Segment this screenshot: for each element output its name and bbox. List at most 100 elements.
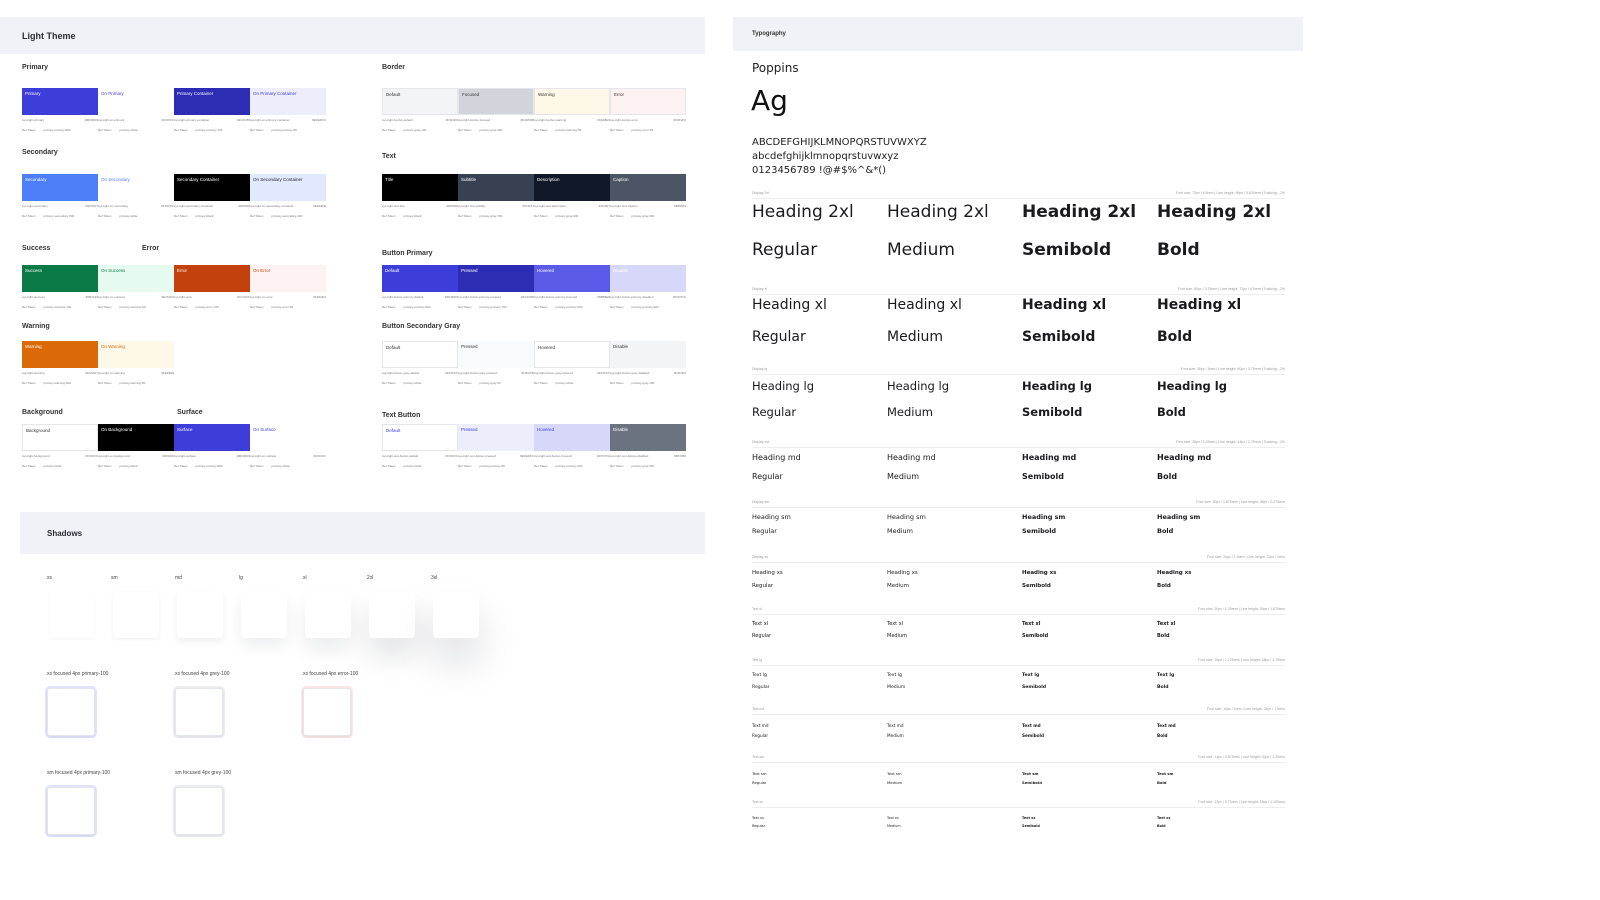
swatch-bp-default: Default — [382, 265, 458, 292]
ref-token-label: Ref Token — [610, 305, 624, 310]
type-sample-name: Heading lg — [752, 379, 815, 394]
swatch-on-surface: On Surface — [250, 424, 326, 451]
font-name: Poppins — [752, 61, 799, 75]
swatch-label: Default — [386, 92, 401, 97]
sys-token: sys-light-secondary — [22, 204, 48, 208]
ref-token-label: Ref Token — [98, 214, 112, 219]
ref-token-label: Ref Token — [250, 464, 264, 469]
type-sample-weight: Regular — [752, 239, 818, 260]
swatch-meta-on-background: sys-light-on-background #000000 Ref Token p… — [98, 454, 174, 468]
type-sample-name: Heading 2xl — [752, 201, 854, 222]
type-row-divider — [752, 614, 1285, 615]
type-sample-name: Heading md — [1022, 453, 1077, 463]
swatch-meta-on-secondary-container: sys-light-on-secondary-container #E1E9FE R… — [250, 204, 326, 218]
type-row-label: Text md — [752, 707, 765, 711]
swatch-tb-disable: Disable — [610, 424, 686, 451]
type-sample-name: Text sm — [887, 770, 902, 776]
focus-label: xs focused 4px primary-100 — [47, 671, 109, 677]
hex-value: #6B7280 — [673, 454, 686, 458]
glyph-uppercase: ABCDEFGHIJKLMNOPQRSTUVWXYZ — [752, 137, 927, 148]
ref-token: primary-primary-700 — [195, 128, 223, 133]
swatch-label: Error — [177, 268, 187, 273]
type-sample-name: Heading md — [887, 453, 936, 463]
type-sample-weight: Regular — [752, 823, 766, 828]
shadow-sample-md — [177, 592, 223, 638]
sys-token: sys-light-on-surface — [250, 454, 277, 458]
type-row-label: Display 2xl — [752, 191, 769, 195]
sys-token: sys-light-text-subtitle — [458, 204, 486, 208]
hex-value: #2C2CB5 — [236, 118, 250, 122]
type-sample-name: Text lg — [887, 673, 902, 679]
swatch-text-title: Title — [382, 174, 458, 201]
swatch-meta-on-primary: sys-light-on-primary #FFFFFF Ref Token prim… — [98, 118, 174, 132]
type-row-divider — [752, 198, 1285, 199]
sys-token: sys-light-button-gray-hovered — [534, 371, 574, 375]
swatch-on-success: On Success — [98, 265, 174, 292]
hex-value: #000000 — [446, 204, 458, 208]
group-title-text: Text — [382, 153, 396, 160]
group-title-background: Background — [22, 409, 63, 416]
ref-token-label: Ref Token — [458, 305, 472, 310]
ref-token: primary-primary-50 — [479, 464, 505, 469]
sys-token: sys-light-warning — [22, 371, 45, 375]
ref-token: primary-white — [119, 128, 138, 133]
ref-token: primary-gray-600 — [631, 214, 655, 219]
swatch-label: Focused — [462, 92, 480, 97]
type-sample-weight: Semibold — [1022, 685, 1047, 691]
swatch-label: Error — [614, 92, 624, 97]
swatch-meta-on-primary-container: sys-light-on-primary-container #EDEDFC Ref… — [250, 118, 326, 132]
ref-token-label: Ref Token — [22, 305, 36, 310]
hex-value: #4B5563 — [673, 204, 686, 208]
swatch-label: Primary Container — [177, 91, 214, 96]
ref-token-label: Ref Token — [534, 464, 548, 469]
swatch-success: Success — [22, 265, 98, 292]
hex-value: #FFFFFF — [161, 118, 174, 122]
hex-value: #C2410C — [237, 295, 250, 299]
group-title-warning: Warning — [22, 323, 50, 330]
type-sample-name: Text xs — [752, 815, 764, 820]
type-sample-name: Text md — [1022, 723, 1041, 729]
type-sample-weight: Semibold — [1022, 405, 1083, 420]
swatch-primary: Primary — [22, 88, 98, 115]
hex-value: #FDF2F2 — [313, 295, 326, 299]
focus-sample — [47, 787, 95, 835]
hex-value: #FDF2F2 — [673, 118, 686, 122]
hex-value: #DA6A07 — [85, 371, 98, 375]
type-sample-name: Heading xl — [1157, 296, 1242, 313]
swatch-label: Hovered — [537, 268, 555, 273]
swatch-label: On Error — [253, 268, 271, 273]
ref-token-label: Ref Token — [382, 305, 396, 310]
type-sample-weight: Semibold — [1022, 472, 1064, 482]
swatch-label: Primary — [25, 91, 41, 96]
hex-value: #3D3DD9 — [444, 295, 458, 299]
swatch-label: Disable — [613, 344, 629, 349]
ref-token-label: Ref Token — [98, 305, 112, 310]
swatch-label: Hovered — [538, 345, 556, 350]
type-sample-weight: Medium — [887, 823, 901, 828]
swatch-meta-bs-pressed: sys-light-button-gray-pressed #F9FAFB Ref … — [458, 371, 534, 385]
sys-token: sys-light-border-warning — [534, 118, 567, 122]
sys-token: sys-light-on-success — [98, 295, 126, 299]
swatch-border-warning: Warning — [534, 88, 610, 115]
group-title-text-button: Text Button — [382, 412, 421, 419]
type-sample-weight: Bold — [1157, 405, 1186, 420]
light-theme-title: Light Theme — [22, 31, 76, 41]
swatch-text-description: Description — [534, 174, 610, 201]
group-title-error: Error — [142, 245, 160, 252]
hex-value: #111827 — [598, 204, 610, 208]
swatch-meta-primary-container: sys-light-primary-container #2C2CB5 Ref To… — [174, 118, 250, 132]
swatch-bp-disable: Disable — [610, 265, 686, 292]
ref-token-label: Ref Token — [610, 214, 624, 219]
hex-value: #FFFFFF — [161, 204, 174, 208]
swatch-meta-tb-default: sys-light-text-button-default #FFFFFF Ref … — [382, 454, 458, 468]
ref-token: primary-success-50 — [119, 305, 146, 310]
hex-value: #3D3DD9 — [236, 454, 250, 458]
type-sample-weight: Semibold — [1022, 633, 1049, 639]
swatch-tb-pressed: Pressed — [458, 424, 534, 451]
focus-sample — [47, 688, 95, 736]
font-sample-ag: Ag — [751, 84, 788, 117]
type-sample-name: Heading xl — [1022, 296, 1107, 313]
type-sample-name: Text sm — [1022, 770, 1039, 776]
swatch-label: Secondary — [25, 177, 47, 182]
ref-token-label: Ref Token — [174, 305, 188, 310]
